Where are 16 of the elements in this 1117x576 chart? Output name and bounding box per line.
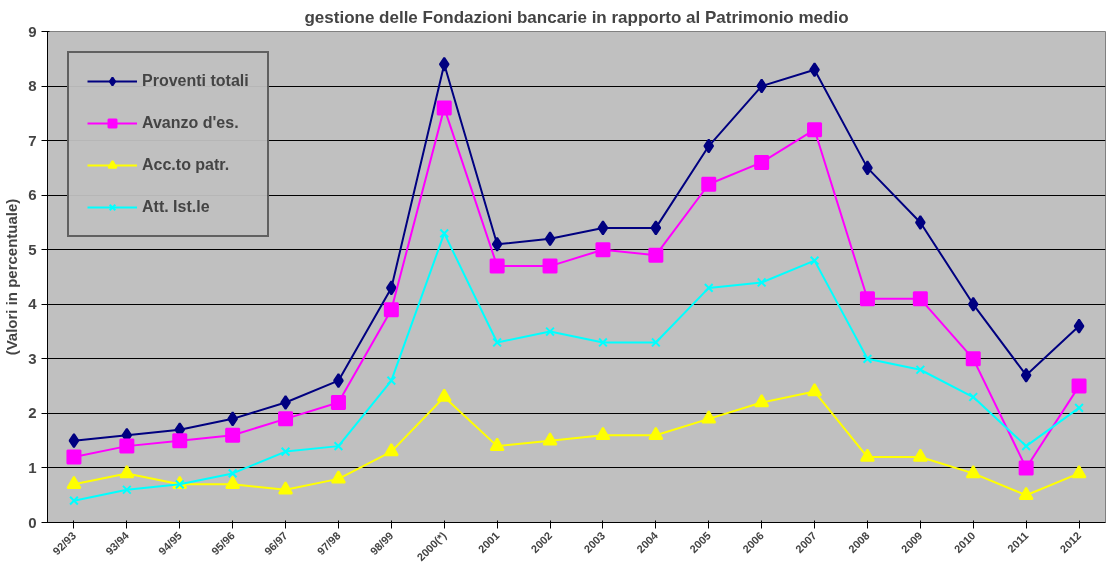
y-axis-title: (Valori in percentuale) <box>3 198 21 356</box>
legend-label: Acc.to patr. <box>142 156 230 174</box>
y-tick-label: 5 <box>28 240 37 258</box>
y-tick-label: 2 <box>28 404 37 422</box>
y-tick-label: 3 <box>28 349 37 367</box>
legend-label: Avanzo d'es. <box>142 114 239 132</box>
y-tick-label: 4 <box>28 295 38 313</box>
y-tick-label: 9 <box>28 22 37 40</box>
y-tick-label: 1 <box>28 458 37 476</box>
y-tick-label: 7 <box>28 131 37 149</box>
chart-title: gestione delle Fondazioni bancarie in rapporto al Patrimonio medio <box>304 7 849 27</box>
y-tick-label: 6 <box>28 186 37 204</box>
y-tick-label: 0 <box>28 513 37 531</box>
y-tick-label: 8 <box>28 77 37 95</box>
legend-label: Proventi totali <box>142 72 249 90</box>
legend-label: Att. Ist.le <box>142 198 210 216</box>
